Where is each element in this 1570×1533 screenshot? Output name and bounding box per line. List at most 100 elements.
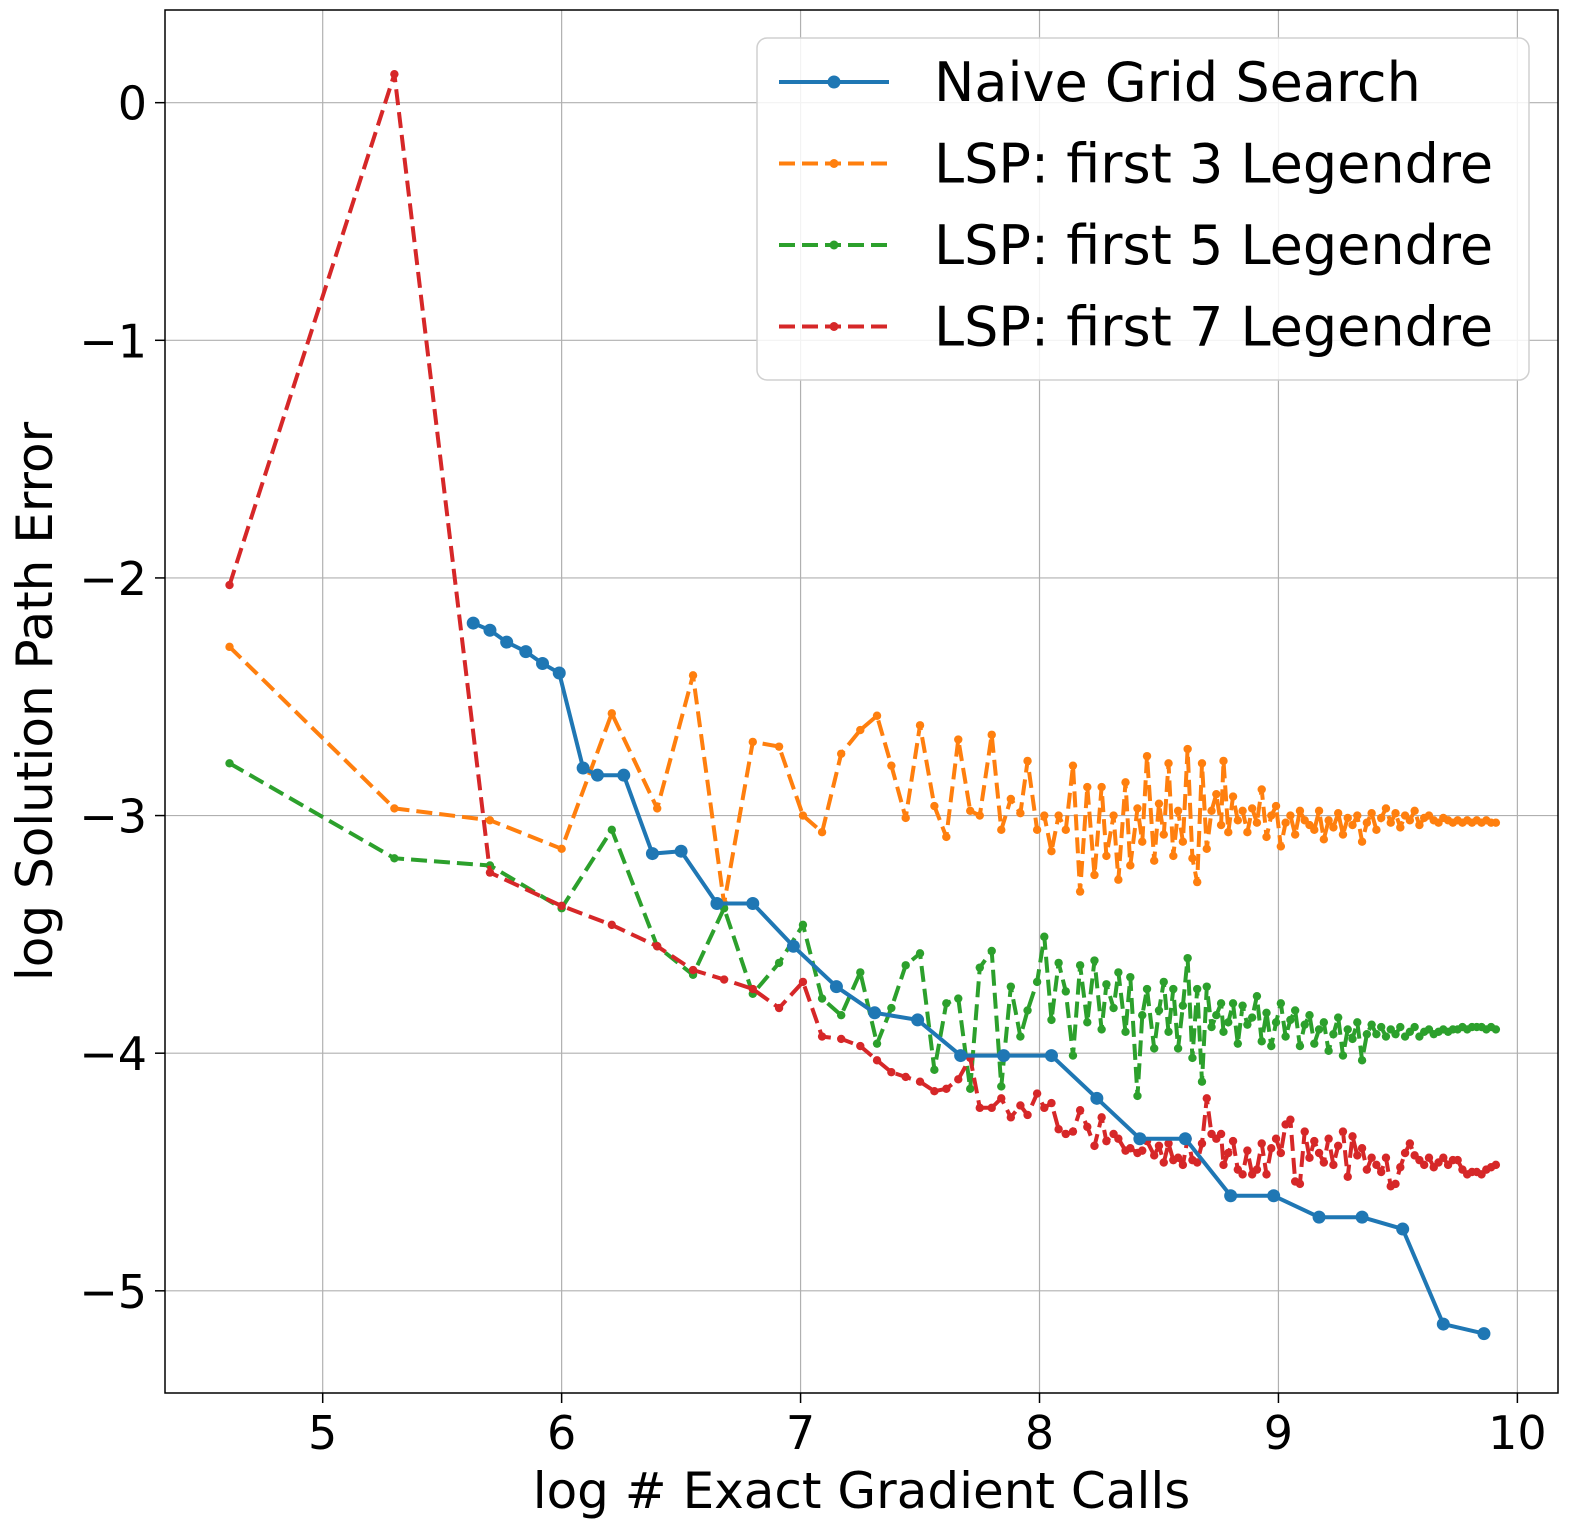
data-point: [1436, 1317, 1450, 1331]
y-tick-label: −2: [79, 552, 147, 606]
data-point: [1376, 1167, 1386, 1177]
x-axis-label: log # Exact Gradient Calls: [533, 1462, 1191, 1520]
data-point: [1338, 830, 1348, 839]
data-point: [817, 827, 827, 837]
data-point: [786, 939, 800, 953]
data-point: [1386, 818, 1395, 827]
data-point: [1396, 1022, 1405, 1032]
data-point: [954, 735, 963, 744]
data-point: [1149, 1151, 1159, 1160]
data-point: [1362, 1029, 1372, 1039]
data-point: [1267, 1144, 1276, 1153]
data-point: [1164, 1139, 1173, 1148]
data-point: [1243, 827, 1252, 837]
y-tick-label: 0: [118, 77, 147, 131]
data-point: [1216, 999, 1226, 1008]
y-tick-label: −4: [79, 1027, 147, 1081]
data-point: [1109, 1003, 1118, 1013]
data-point: [836, 749, 846, 758]
data-point: [1319, 835, 1329, 844]
data-point: [1381, 1032, 1391, 1041]
data-point: [1159, 977, 1168, 987]
plot-frame: [164, 9, 1559, 1394]
data-point: [1262, 1170, 1271, 1179]
data-point: [1193, 877, 1202, 887]
data-point: [1295, 1179, 1305, 1189]
data-point: [1305, 1153, 1314, 1162]
data-point: [748, 737, 757, 747]
data-point: [1343, 1025, 1352, 1034]
data-point: [1040, 811, 1049, 820]
data-point: [485, 816, 495, 825]
data-point: [1424, 1153, 1434, 1162]
data-point: [1372, 1160, 1381, 1170]
data-point: [1267, 1041, 1276, 1051]
data-point: [1054, 811, 1063, 820]
data-point: [1491, 818, 1501, 827]
data-point: [1267, 1189, 1281, 1203]
data-point: [1006, 982, 1016, 991]
data-point: [1376, 1022, 1386, 1032]
data-point: [1207, 1022, 1216, 1032]
data-point: [1178, 1160, 1188, 1170]
data-point: [1271, 801, 1281, 811]
data-point: [710, 896, 724, 910]
data-point: [1391, 1179, 1400, 1189]
series-line: [228, 645, 1496, 906]
data-point: [1324, 1046, 1333, 1056]
data-point: [688, 965, 698, 975]
data-point: [954, 1075, 963, 1084]
data-point: [1224, 1189, 1238, 1203]
data-point: [390, 69, 399, 79]
data-point: [1126, 861, 1135, 870]
legend-label: LSP: first 7 Legendre: [934, 296, 1493, 359]
data-point: [954, 994, 963, 1003]
x-tick-label: 8: [1025, 1406, 1054, 1460]
data-point: [975, 811, 984, 820]
data-point: [1295, 806, 1305, 816]
data-point: [1319, 1158, 1329, 1167]
data-point: [1121, 778, 1130, 787]
legend-marker: [829, 159, 839, 168]
data-point: [1224, 1018, 1233, 1027]
data-point: [1075, 1106, 1085, 1115]
data-point: [225, 759, 234, 768]
data-point: [997, 1082, 1006, 1091]
data-point: [1126, 1144, 1135, 1153]
data-point: [1219, 1027, 1228, 1037]
legend-label: LSP: first 3 Legendre: [934, 133, 1493, 196]
data-point: [536, 656, 550, 670]
data-point: [390, 854, 399, 863]
data-point: [653, 804, 662, 813]
data-point: [1353, 1018, 1362, 1027]
data-point: [1367, 808, 1376, 818]
data-point: [607, 825, 617, 835]
data-point: [1238, 806, 1247, 816]
data-point: [1097, 1113, 1106, 1122]
data-point: [1314, 806, 1324, 816]
data-point: [1023, 1006, 1032, 1015]
data-point: [872, 1056, 882, 1065]
data-point: [1314, 1025, 1324, 1034]
data-point: [868, 1006, 882, 1020]
data-point: [1262, 1008, 1271, 1017]
data-point: [1224, 1148, 1233, 1158]
data-point: [1054, 958, 1063, 968]
data-point: [1006, 794, 1016, 804]
data-point: [901, 1072, 910, 1082]
data-point: [1338, 1051, 1348, 1060]
data-point: [1183, 953, 1192, 963]
data-point: [774, 1003, 784, 1013]
data-point: [915, 949, 925, 958]
data-point: [1329, 823, 1338, 832]
data-point: [1047, 1015, 1056, 1025]
data-point: [1348, 1132, 1357, 1141]
data-point: [1193, 984, 1202, 994]
data-point: [954, 1049, 968, 1063]
data-point: [901, 813, 910, 823]
y-tick-label: −5: [79, 1265, 147, 1319]
data-point: [1333, 1013, 1343, 1022]
data-point: [915, 1077, 925, 1086]
data-point: [1159, 1158, 1168, 1167]
